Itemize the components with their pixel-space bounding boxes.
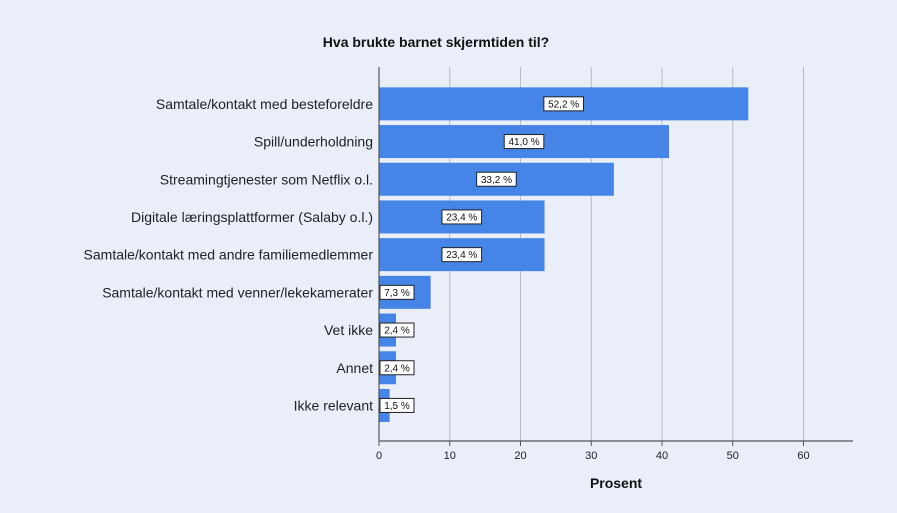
data-label: 23,4 % (446, 250, 477, 261)
x-tick-label: 50 (727, 450, 739, 462)
category-label: Ikke relevant (294, 397, 373, 413)
data-label-box (503, 134, 545, 150)
category-label: Samtale/kontakt med venner/lekekamerater (102, 284, 373, 300)
category-labels: Samtale/kontakt med besteforeldre Spill/u… (84, 96, 374, 414)
x-tick-labels: 0 10 20 30 40 50 60 (376, 450, 810, 462)
data-label: 41,0 % (508, 137, 539, 148)
data-label: 23,4 % (446, 212, 477, 223)
category-label: Streamingtjenester som Netflix o.l. (160, 171, 373, 187)
data-label: 52,2 % (548, 99, 579, 110)
x-tick-label: 10 (444, 450, 456, 462)
bars (379, 87, 749, 422)
x-tick-label: 40 (656, 450, 668, 462)
data-label: 7,3 % (384, 288, 410, 299)
chart-title: Hva brukte barnet skjermtiden til? (323, 34, 549, 50)
category-label: Digitale læringsplattformer (Salaby o.l.… (131, 209, 373, 225)
category-label: Vet ikke (324, 322, 373, 338)
x-axis-label: Prosent (590, 475, 642, 491)
x-tick-label: 0 (376, 450, 382, 462)
data-label: 2,4 % (384, 326, 410, 337)
data-label-box (476, 171, 517, 187)
category-label: Samtale/kontakt med andre familiemedlemm… (84, 247, 374, 263)
data-label-box (441, 247, 483, 263)
data-label-box (379, 360, 415, 376)
data-label-box (379, 284, 415, 300)
data-label: 1,5 % (384, 401, 410, 412)
data-label-box (543, 96, 584, 112)
data-label-box (441, 209, 483, 225)
data-label-box (379, 397, 415, 413)
x-tick-label: 30 (585, 450, 597, 462)
data-label: 2,4 % (384, 363, 410, 374)
x-tick-label: 60 (797, 450, 809, 462)
data-label-box (379, 322, 415, 338)
category-label: Samtale/kontakt med besteforeldre (156, 96, 373, 112)
data-labels: 52,2 % 41,0 % 33,2 % 23,4 % 23,4 % 7,3 % 2,4 %… (379, 96, 584, 413)
data-label: 33,2 % (481, 175, 512, 186)
x-tick-label: 20 (514, 450, 526, 462)
category-label: Spill/underholdning (254, 134, 373, 150)
axes (378, 67, 853, 446)
category-label: Annet (336, 360, 373, 376)
